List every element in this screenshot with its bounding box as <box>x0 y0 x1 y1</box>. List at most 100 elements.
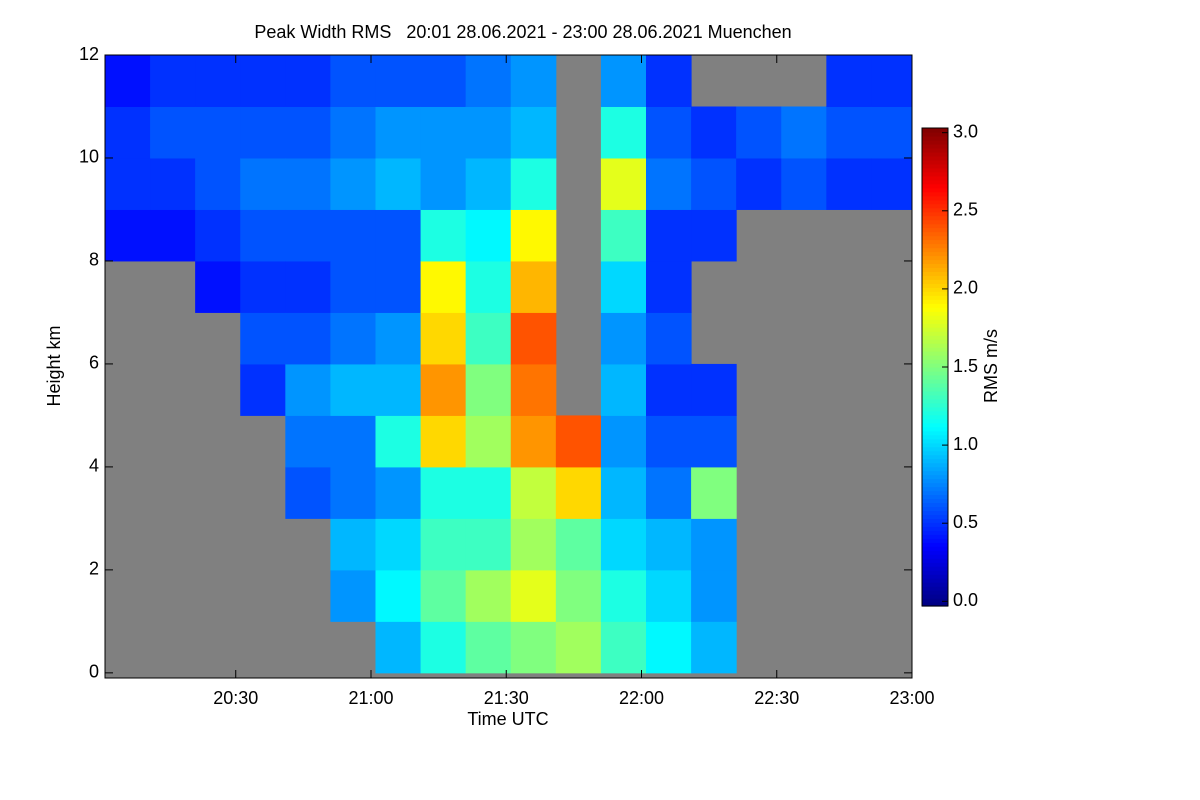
heat-cell <box>600 260 647 313</box>
colorbar-step <box>922 155 948 161</box>
heat-cell <box>465 55 512 107</box>
heat-cell <box>285 157 331 210</box>
heat-cell <box>465 157 512 210</box>
colorbar-step <box>922 558 948 563</box>
x-tick-label: 23:00 <box>889 688 934 708</box>
heat-cell <box>285 312 331 365</box>
colorbar-step <box>922 530 948 535</box>
colorbar-step <box>922 135 948 141</box>
heat-cell <box>555 466 602 519</box>
colorbar-step <box>922 474 948 480</box>
heat-cell <box>330 415 376 468</box>
colorbar-step <box>922 291 948 296</box>
heat-cell <box>600 363 647 416</box>
heat-cell <box>465 569 512 622</box>
colorbar-step <box>922 490 948 496</box>
colorbar-step <box>922 574 948 579</box>
heat-cell <box>510 312 557 365</box>
colorbar-step <box>922 570 948 575</box>
colorbar-tick-label: 1.5 <box>953 356 978 376</box>
y-tick-label: 12 <box>79 44 99 64</box>
heat-cell <box>195 157 241 210</box>
colorbar-step <box>922 323 948 328</box>
colorbar-step <box>922 582 948 587</box>
colorbar-step <box>922 586 948 591</box>
heat-cell <box>645 55 692 107</box>
heat-cell <box>691 621 737 674</box>
colorbar-step <box>922 434 948 440</box>
heat-cell <box>330 260 376 313</box>
colorbar-step <box>922 359 948 364</box>
heat-cell <box>781 106 827 159</box>
heat-cell <box>691 157 737 210</box>
heat-cell <box>600 209 647 262</box>
colorbar-step <box>922 335 948 340</box>
colorbar-step <box>922 438 948 444</box>
colorbar-step <box>922 331 948 336</box>
colorbar-step <box>922 486 948 492</box>
heat-cell <box>240 363 286 416</box>
colorbar-step <box>922 211 948 217</box>
heat-cell <box>375 55 422 107</box>
heat-cell <box>600 621 647 674</box>
colorbar-step <box>922 139 948 145</box>
heat-cell <box>645 106 692 159</box>
colorbar-step <box>922 263 948 269</box>
colorbar-step <box>922 191 948 197</box>
heat-cell <box>465 621 512 674</box>
heat-cell <box>105 55 151 107</box>
heat-cell <box>330 312 376 365</box>
heat-cell <box>330 55 376 107</box>
heat-cell <box>330 569 376 622</box>
heat-cell <box>826 106 872 159</box>
chart-title: Peak Width RMS 20:01 28.06.2021 - 23:00 … <box>254 22 791 42</box>
heat-cell <box>375 621 422 674</box>
colorbar-step <box>922 522 948 527</box>
heat-cell <box>691 518 737 571</box>
colorbar-step <box>922 454 948 460</box>
plot-frame <box>104 54 913 679</box>
heat-cell <box>510 569 557 622</box>
heat-cell <box>105 209 151 262</box>
heat-cell <box>871 55 912 107</box>
colorbar-step <box>922 215 948 221</box>
colorbar-step <box>922 518 948 523</box>
colorbar-step <box>922 339 948 344</box>
heat-cell <box>600 55 647 107</box>
heat-cell <box>645 518 692 571</box>
colorbar-step <box>922 363 948 368</box>
colorbar-step <box>922 470 948 476</box>
heat-cell <box>375 106 422 159</box>
colorbar-step <box>922 151 948 157</box>
heat-cell <box>240 260 286 313</box>
colorbar-step <box>922 307 948 312</box>
colorbar-step <box>922 275 948 280</box>
heat-cell <box>510 260 557 313</box>
heat-cell <box>465 312 512 365</box>
heat-cell <box>285 209 331 262</box>
heat-cell <box>555 518 602 571</box>
colorbar-step <box>922 538 948 543</box>
colorbar-step <box>922 406 948 412</box>
colorbar-step <box>922 367 948 372</box>
colorbar-step <box>922 187 948 193</box>
heat-cell <box>645 466 692 519</box>
colorbar-step <box>922 243 948 249</box>
heat-cell <box>420 518 467 571</box>
heat-cell <box>510 55 557 107</box>
heat-cell <box>330 466 376 519</box>
colorbar-step <box>922 351 948 356</box>
heat-cell <box>645 415 692 468</box>
colorbar-step <box>922 195 948 201</box>
colorbar-step <box>922 259 948 265</box>
colorbar-step <box>922 506 948 511</box>
colorbar-step <box>922 239 948 245</box>
colorbar-tick-label: 0.0 <box>953 590 978 610</box>
colorbar-step <box>922 402 948 408</box>
colorbar-step <box>922 235 948 241</box>
colorbar-step <box>922 319 948 324</box>
heat-cell <box>285 260 331 313</box>
colorbar-step <box>922 299 948 304</box>
colorbar-step <box>922 418 948 424</box>
colorbar-step <box>922 590 948 595</box>
